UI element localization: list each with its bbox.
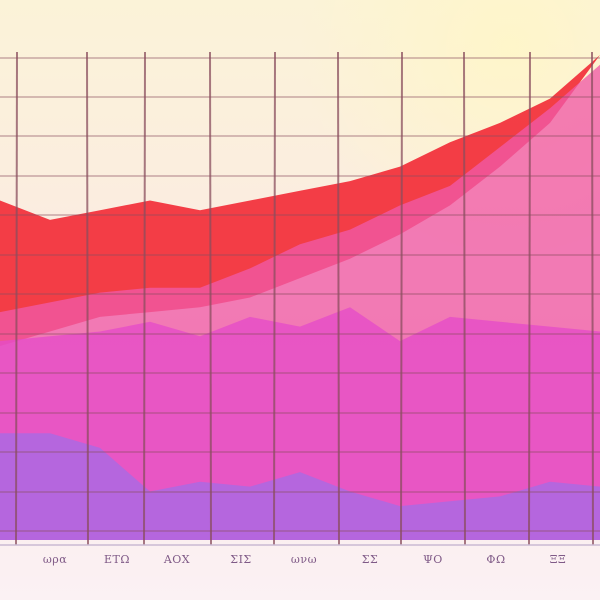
x-tick-label-1: ωρα [43, 553, 67, 566]
grid-line-v-10 [591, 51, 594, 546]
area-series-3 [0, 307, 600, 540]
grid [0, 51, 600, 546]
grid-line-v-6 [337, 51, 340, 546]
area-series-4 [0, 433, 600, 540]
grid-line-v-1 [15, 51, 18, 546]
area-series-1 [0, 55, 600, 346]
x-tick-label-6: ΣΣ [362, 553, 379, 566]
grid-line-v-4 [209, 51, 212, 546]
x-tick-label-2: ΕΤΩ [104, 553, 130, 566]
plot-areas [0, 55, 600, 540]
x-tick-label-8: ΦΩ [486, 553, 505, 566]
grid-line-v-3 [143, 51, 146, 546]
x-tick-labels: ωρα ΕΤΩ ΑΟΧ ΣΙΣ ωνω ΣΣ ΨΟ ΦΩ ΞΞ [43, 553, 566, 566]
x-tick-label-4: ΣΙΣ [230, 553, 251, 566]
x-tick-label-3: ΑΟΧ [163, 553, 190, 566]
grid-line-v-2 [86, 51, 89, 546]
grid-line-v-5 [273, 51, 276, 546]
grid-line-v-7 [400, 51, 403, 546]
x-tick-label-7: ΨΟ [423, 553, 443, 566]
grid-line-v-9 [528, 51, 531, 546]
grid-line-v-8 [463, 51, 466, 546]
x-tick-label-5: ωνω [291, 553, 317, 566]
x-tick-label-9: ΞΞ [550, 553, 566, 566]
